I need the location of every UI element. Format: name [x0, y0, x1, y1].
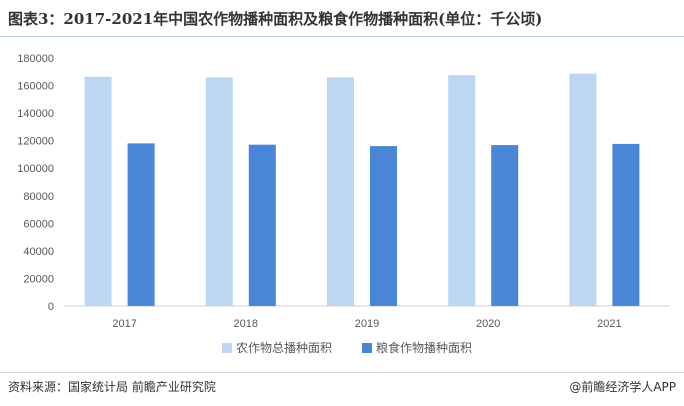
bar-grain-2020 [491, 145, 519, 306]
legend-label: 农作物总播种面积 [236, 341, 332, 355]
x-tick-label: 2018 [234, 318, 258, 330]
y-tick-label: 80000 [23, 191, 54, 203]
y-tick-label: 160000 [17, 81, 54, 93]
x-tick-label: 2019 [355, 318, 379, 330]
x-axis-tick-labels: 2017 2018 2019 2020 2021 [112, 318, 621, 330]
legend-swatch [362, 343, 372, 353]
bar-grain-2017 [127, 143, 155, 306]
x-tick-label: 2020 [476, 318, 500, 330]
legend-label: 粮食作物播种面积 [376, 340, 472, 355]
y-tick-label: 180000 [17, 53, 54, 65]
bar-grain-2019 [370, 146, 397, 306]
y-axis-tick-labels: 0 20000 40000 60000 80000 100000 120000 140000 1… [17, 53, 54, 313]
brand-text: @前瞻经济学人APP [569, 380, 676, 394]
y-tick-label: 140000 [17, 108, 54, 120]
bar-group [84, 73, 640, 307]
bar-grain-2021 [612, 143, 640, 306]
chart-title: 图表3：2017-2021年中国农作物播种面积及粮食作物播种面积(单位：千公顷) [8, 10, 543, 28]
legend-swatch [222, 343, 232, 353]
bar-crop-total-2021 [569, 73, 597, 306]
bar-crop-total-2018 [205, 77, 233, 307]
bar-crop-total-2020 [448, 75, 476, 306]
bar-chart: 0 20000 40000 60000 80000 100000 120000 140000 1… [17, 53, 670, 355]
brand-label: @前瞻经济学人APP [569, 378, 676, 395]
bar-crop-total-2017 [84, 76, 112, 306]
title-divider [0, 36, 684, 37]
x-tick-label: 2017 [112, 318, 136, 330]
legend: 农作物总播种面积 粮食作物播种面积 [222, 340, 472, 355]
source-note: 资料来源：国家统计局 前瞻产业研究院 [8, 380, 216, 394]
y-tick-label: 60000 [23, 218, 54, 230]
bar-crop-total-2019 [327, 77, 354, 307]
bar-grain-2018 [248, 144, 276, 306]
y-tick-label: 0 [48, 301, 54, 313]
x-tick-label: 2021 [597, 318, 621, 330]
y-tick-label: 40000 [23, 246, 54, 258]
y-tick-label: 20000 [23, 273, 54, 285]
y-tick-label: 120000 [17, 136, 54, 148]
y-tick-label: 100000 [17, 163, 54, 175]
footer-divider [0, 372, 684, 373]
